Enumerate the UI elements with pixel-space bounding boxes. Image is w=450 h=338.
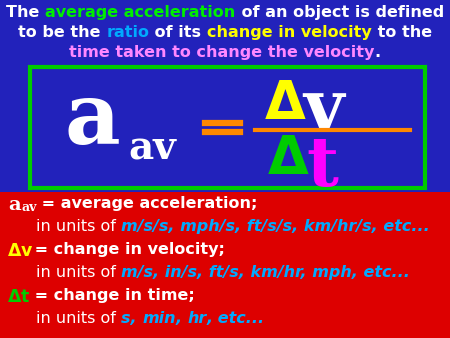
Text: t: t <box>306 133 338 200</box>
Text: m/s, in/s, ft/s, km/hr, mph, etc...: m/s, in/s, ft/s, km/hr, mph, etc... <box>121 265 410 280</box>
Text: .: . <box>374 45 381 60</box>
Bar <box>30 67 425 188</box>
Text: m/s/s, mph/s, ft/s/s, km/hr/s, etc...: m/s/s, mph/s, ft/s/s, km/hr/s, etc... <box>121 219 430 234</box>
Text: Δ: Δ <box>8 288 22 306</box>
Bar <box>0 192 450 338</box>
Text: Δ: Δ <box>268 133 309 185</box>
Text: time taken to change the velocity: time taken to change the velocity <box>69 45 374 60</box>
Text: change in velocity: change in velocity <box>207 25 372 40</box>
Text: average acceleration: average acceleration <box>45 5 235 20</box>
Text: in units of: in units of <box>36 219 121 234</box>
Text: ratio: ratio <box>106 25 149 40</box>
Text: in units of: in units of <box>36 265 121 280</box>
Text: min: min <box>142 311 176 326</box>
Text: v: v <box>303 76 343 143</box>
Text: t: t <box>21 288 29 306</box>
Text: The: The <box>6 5 45 20</box>
Text: av: av <box>128 130 176 168</box>
Text: av: av <box>21 201 36 214</box>
Text: = average acceleration;: = average acceleration; <box>36 196 257 211</box>
Text: Δ: Δ <box>265 78 306 130</box>
Text: of an object is defined: of an object is defined <box>235 5 444 20</box>
Text: s,: s, <box>121 311 142 326</box>
Text: = change in velocity;: = change in velocity; <box>29 242 225 257</box>
Text: v: v <box>21 242 32 260</box>
Text: a: a <box>8 196 21 214</box>
Text: hr: hr <box>188 311 207 326</box>
Text: a: a <box>65 78 121 162</box>
Text: of its: of its <box>149 25 207 40</box>
Text: , etc...: , etc... <box>207 311 265 326</box>
Text: Δ: Δ <box>8 242 22 260</box>
Text: in units of: in units of <box>36 311 121 326</box>
Text: to be the: to be the <box>18 25 106 40</box>
Text: = change in time;: = change in time; <box>29 288 195 303</box>
Text: to the: to the <box>372 25 432 40</box>
Text: ,: , <box>176 311 188 326</box>
